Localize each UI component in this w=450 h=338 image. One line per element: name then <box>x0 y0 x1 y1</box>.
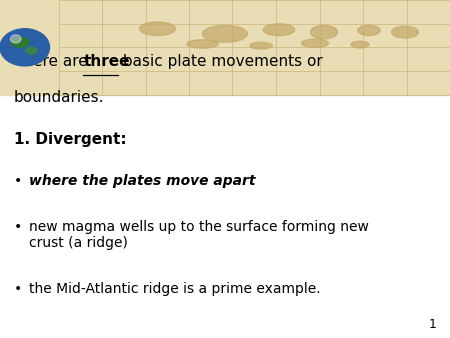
Ellipse shape <box>187 40 218 48</box>
Ellipse shape <box>263 24 295 36</box>
Text: boundaries.: boundaries. <box>14 90 104 104</box>
Text: new magma wells up to the surface forming new
crust (a ridge): new magma wells up to the surface formin… <box>29 220 369 250</box>
Ellipse shape <box>358 25 380 35</box>
Circle shape <box>0 29 50 66</box>
Text: •: • <box>14 282 22 296</box>
Ellipse shape <box>26 47 37 54</box>
Text: There are: There are <box>14 54 92 69</box>
Text: •: • <box>14 174 22 188</box>
Text: where the plates move apart: where the plates move apart <box>29 174 256 188</box>
Ellipse shape <box>11 37 29 47</box>
Circle shape <box>10 35 21 43</box>
Text: three: three <box>83 54 130 69</box>
Ellipse shape <box>250 42 272 49</box>
Ellipse shape <box>202 25 248 42</box>
Text: 1. Divergent:: 1. Divergent: <box>14 132 126 147</box>
Ellipse shape <box>140 22 176 35</box>
Ellipse shape <box>392 26 418 38</box>
Bar <box>0 0 450 95</box>
Text: •: • <box>14 220 22 234</box>
Ellipse shape <box>302 39 328 48</box>
Ellipse shape <box>310 25 338 39</box>
Text: 1: 1 <box>428 318 436 331</box>
Text: the Mid-Atlantic ridge is a prime example.: the Mid-Atlantic ridge is a prime exampl… <box>29 282 321 296</box>
Ellipse shape <box>351 41 369 48</box>
Text: basic plate movements or: basic plate movements or <box>118 54 323 69</box>
